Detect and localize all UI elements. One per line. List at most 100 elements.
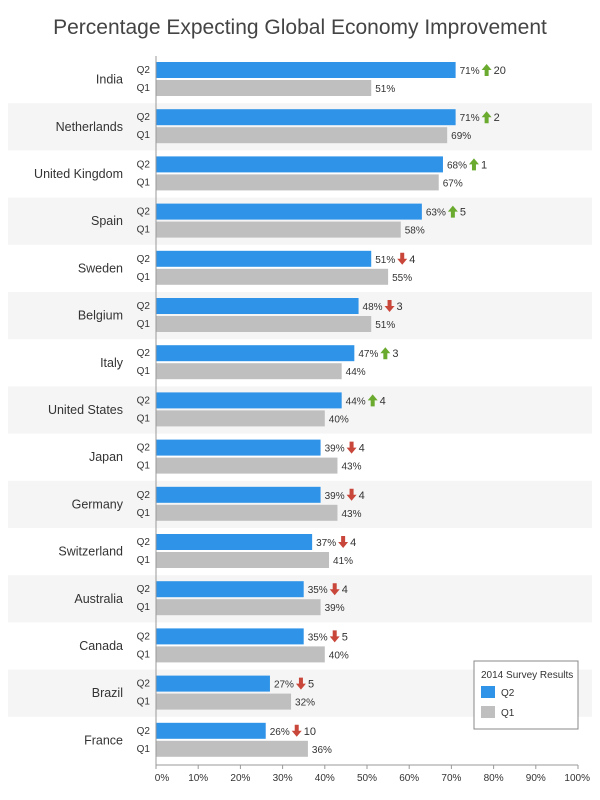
series-label-q2: Q2 [137, 348, 151, 359]
legend-label-q2: Q2 [501, 688, 515, 699]
bar-rows: India Q2 Q1 71% 51% 20 Netherlands Q2 Q1 71% 69% 2 U… [34, 62, 506, 757]
series-label-q1: Q1 [137, 366, 151, 377]
bar-q1 [156, 599, 321, 616]
x-tick-label: 80% [484, 773, 504, 784]
arrow-down-icon [329, 630, 340, 643]
bar-q1 [156, 740, 308, 757]
series-label-q1: Q1 [137, 272, 151, 283]
value-label-q2: 35% [308, 585, 328, 596]
bar-q1 [156, 221, 401, 238]
bar-q1 [156, 316, 372, 332]
series-label-q2: Q2 [137, 490, 151, 501]
series-label-q1: Q1 [137, 697, 151, 708]
bar-q1 [156, 363, 342, 380]
value-label-q1: 40% [329, 650, 349, 661]
value-label-q2: 27% [274, 680, 294, 691]
value-label-q2: 37% [316, 538, 336, 549]
series-label-q2: Q2 [137, 254, 151, 265]
series-label-q1: Q1 [137, 130, 151, 141]
series-label-q1: Q1 [137, 83, 151, 94]
series-label-q2: Q2 [137, 537, 151, 548]
change-label: 4 [359, 490, 365, 502]
value-label-q1: 55% [392, 273, 412, 284]
bar-q1 [156, 457, 338, 474]
change-label: 5 [460, 207, 466, 219]
bar-q1 [156, 693, 292, 710]
series-label-q2: Q2 [137, 726, 151, 737]
change-label: 5 [342, 631, 348, 643]
series-label-q2: Q2 [137, 207, 151, 218]
bar-q1 [156, 80, 372, 96]
value-label-q2: 71% [460, 66, 480, 77]
series-label-q1: Q1 [137, 225, 151, 236]
bar-q2 [156, 722, 266, 739]
value-label-q2: 68% [447, 160, 467, 171]
series-label-q1: Q1 [137, 555, 151, 566]
change-label: 4 [409, 254, 415, 266]
series-label-q1: Q1 [137, 744, 151, 755]
bar-q2 [156, 534, 313, 550]
legend-title: 2014 Survey Results [481, 670, 573, 681]
category-label: Netherlands [56, 120, 123, 134]
value-label-q1: 39% [325, 603, 345, 614]
series-label-q1: Q1 [137, 602, 151, 613]
series-label-q2: Q2 [137, 631, 151, 642]
arrow-down-icon [291, 724, 302, 737]
bar-q2 [156, 392, 342, 409]
category-label: United Kingdom [34, 167, 123, 181]
category-label: Sweden [78, 261, 123, 275]
bar-q2 [156, 250, 372, 267]
value-label-q1: 43% [341, 462, 361, 473]
value-label-q1: 51% [375, 84, 395, 95]
series-label-q1: Q1 [137, 319, 151, 330]
value-label-q1: 51% [375, 320, 395, 331]
value-label-q2: 44% [346, 396, 366, 407]
x-tick-label: 90% [526, 773, 546, 784]
change-label: 20 [494, 65, 506, 77]
category-label: Spain [91, 214, 123, 228]
value-label-q2: 26% [270, 727, 290, 738]
value-label-q2: 63% [426, 208, 446, 219]
value-label-q1: 67% [443, 178, 463, 189]
value-label-q2: 35% [308, 632, 328, 643]
category-label: France [84, 733, 123, 747]
bar-q2 [156, 62, 456, 78]
bar-q2 [156, 345, 355, 362]
category-label: Japan [89, 450, 123, 464]
category-label: India [96, 73, 123, 87]
change-label: 4 [342, 584, 348, 596]
value-label-q2: 71% [460, 113, 480, 124]
x-tick-label: 50% [357, 773, 377, 784]
arrow-up-icon [380, 347, 391, 360]
arrow-up-icon [481, 111, 492, 124]
value-label-q2: 39% [325, 491, 345, 502]
value-label-q2: 47% [358, 349, 378, 360]
category-label: Brazil [92, 686, 123, 700]
value-label-q2: 48% [363, 302, 383, 313]
change-label: 4 [359, 443, 365, 455]
value-label-q1: 58% [405, 226, 425, 237]
series-label-q2: Q2 [137, 159, 151, 170]
bar-q2 [156, 628, 304, 645]
series-label-q1: Q1 [137, 413, 151, 424]
arrow-up-icon [367, 394, 378, 407]
bar-q2 [156, 156, 443, 173]
series-label-q2: Q2 [137, 65, 151, 76]
bar-q1 [156, 504, 338, 521]
category-label: Switzerland [58, 545, 123, 559]
change-label: 4 [380, 395, 386, 407]
series-label-q2: Q2 [137, 584, 151, 595]
series-label-q1: Q1 [137, 177, 151, 188]
x-tick-label: 0% [155, 773, 170, 784]
value-label-q2: 51% [375, 255, 395, 266]
x-tick-label: 30% [273, 773, 293, 784]
category-label: Germany [72, 497, 124, 511]
bar-q2 [156, 675, 270, 692]
series-label-q1: Q1 [137, 508, 151, 519]
bar-q2 [156, 109, 456, 126]
bar-q2 [156, 298, 359, 314]
series-label-q1: Q1 [137, 649, 151, 660]
legend-swatch-q1 [481, 706, 495, 718]
value-label-q1: 40% [329, 414, 349, 425]
value-label-q1: 36% [312, 745, 332, 756]
